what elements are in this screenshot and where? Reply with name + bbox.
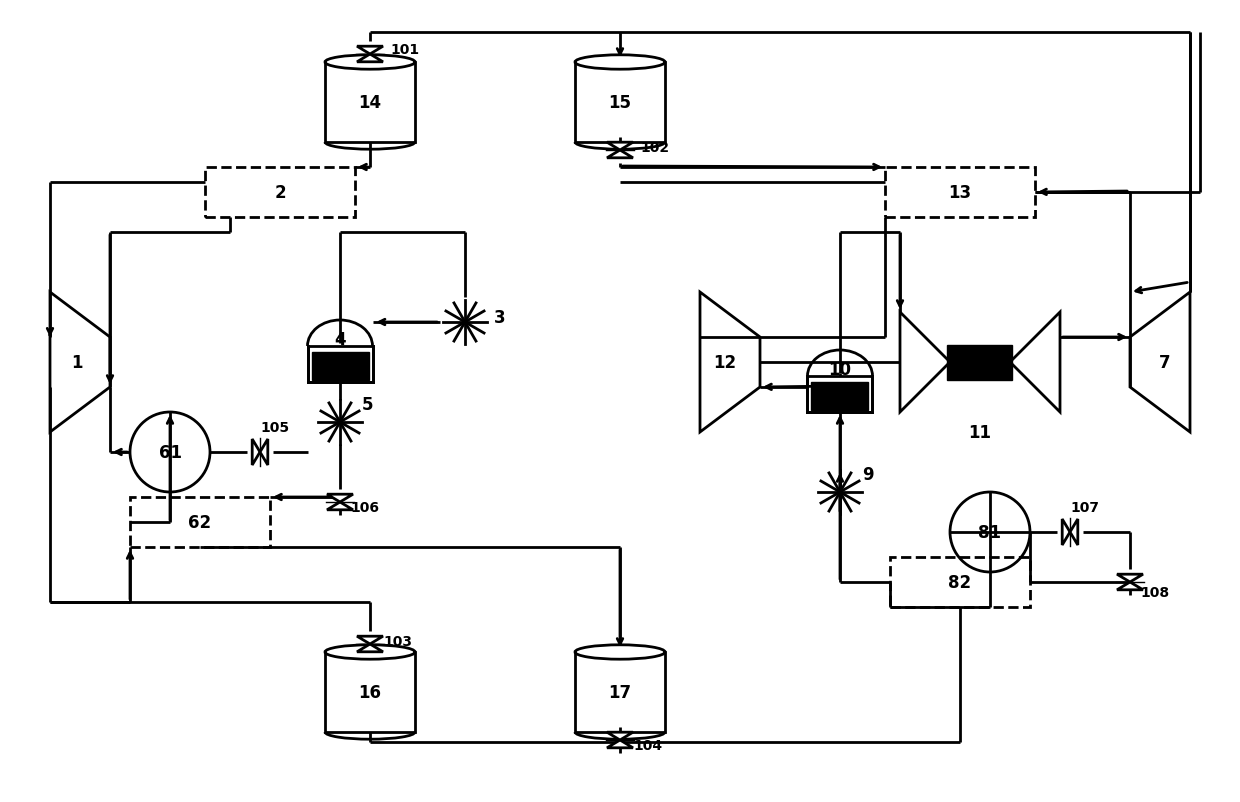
Bar	[205, 168, 355, 217]
Polygon shape	[357, 644, 383, 652]
Text: 104: 104	[634, 738, 662, 752]
Ellipse shape	[575, 55, 665, 70]
Bar	[947, 345, 1013, 380]
Text: 7: 7	[1159, 354, 1171, 371]
Bar	[325, 63, 415, 143]
Text: 105: 105	[260, 420, 290, 435]
Text: 9: 9	[862, 465, 874, 484]
Polygon shape	[1070, 520, 1078, 545]
Bar	[575, 652, 665, 732]
Polygon shape	[1063, 520, 1070, 545]
Polygon shape	[357, 637, 383, 644]
Text: 1: 1	[71, 354, 83, 371]
Bar	[575, 63, 665, 143]
Text: 61: 61	[159, 444, 181, 461]
Ellipse shape	[325, 645, 415, 659]
Bar	[811, 383, 868, 411]
Bar	[885, 168, 1035, 217]
Text: 2: 2	[274, 184, 285, 202]
Polygon shape	[1117, 582, 1143, 590]
Polygon shape	[260, 439, 268, 465]
Bar	[311, 353, 368, 380]
Text: 14: 14	[358, 94, 382, 111]
Text: 82: 82	[949, 573, 972, 591]
Text: 17: 17	[609, 683, 631, 701]
Text: 103: 103	[383, 634, 413, 648]
Text: 62: 62	[188, 513, 212, 532]
Text: 3: 3	[495, 309, 506, 326]
Text: 108: 108	[1141, 585, 1169, 599]
Text: 10: 10	[828, 361, 852, 379]
Text: 16: 16	[358, 683, 382, 701]
Polygon shape	[327, 495, 353, 502]
Polygon shape	[357, 47, 383, 55]
Polygon shape	[608, 732, 632, 740]
Text: 4: 4	[335, 330, 346, 349]
Bar	[130, 497, 270, 547]
Text: 12: 12	[713, 354, 737, 371]
Polygon shape	[327, 502, 353, 510]
Text: 81: 81	[978, 524, 1002, 541]
Polygon shape	[357, 55, 383, 63]
Ellipse shape	[575, 645, 665, 659]
Text: 102: 102	[640, 141, 670, 155]
Polygon shape	[608, 143, 632, 151]
Polygon shape	[608, 151, 632, 159]
Bar	[325, 652, 415, 732]
Text: 5: 5	[362, 395, 373, 414]
Text: 13: 13	[949, 184, 972, 202]
Polygon shape	[1117, 574, 1143, 582]
Ellipse shape	[325, 55, 415, 70]
Bar	[308, 346, 372, 383]
Polygon shape	[608, 740, 632, 748]
Text: 101: 101	[391, 43, 419, 57]
Text: 11: 11	[968, 423, 992, 441]
Text: 15: 15	[609, 94, 631, 111]
Bar	[890, 557, 1030, 607]
Text: 106: 106	[351, 500, 379, 514]
Text: 107: 107	[1070, 500, 1100, 514]
Bar	[807, 376, 873, 412]
Polygon shape	[252, 439, 260, 465]
